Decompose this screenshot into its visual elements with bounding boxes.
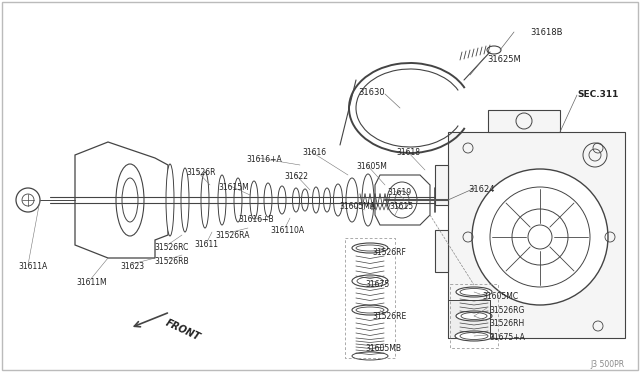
Text: 316110A: 316110A: [270, 226, 304, 235]
Text: 31625M: 31625M: [487, 55, 521, 64]
Text: 31675: 31675: [365, 280, 389, 289]
Text: 31526RE: 31526RE: [372, 312, 406, 321]
Text: 31618: 31618: [396, 148, 420, 157]
Text: 31675+A: 31675+A: [489, 333, 525, 342]
Ellipse shape: [264, 183, 272, 217]
Circle shape: [472, 169, 608, 305]
Text: 31611: 31611: [194, 240, 218, 249]
Ellipse shape: [312, 187, 319, 213]
Ellipse shape: [387, 182, 417, 218]
Ellipse shape: [333, 184, 342, 216]
Text: 31605M: 31605M: [356, 162, 387, 171]
Polygon shape: [435, 230, 448, 272]
Text: FRONT: FRONT: [164, 318, 202, 343]
Ellipse shape: [487, 46, 501, 54]
Ellipse shape: [301, 189, 308, 211]
Ellipse shape: [234, 178, 242, 222]
Text: 31605MA: 31605MA: [339, 202, 375, 211]
Text: 31605MB: 31605MB: [365, 344, 401, 353]
Ellipse shape: [352, 352, 388, 360]
Ellipse shape: [456, 287, 492, 297]
Polygon shape: [448, 132, 625, 338]
Ellipse shape: [352, 243, 388, 253]
Text: 31624: 31624: [468, 185, 495, 194]
Ellipse shape: [166, 164, 174, 236]
Ellipse shape: [292, 188, 300, 212]
Ellipse shape: [181, 168, 189, 232]
Text: 31616+A: 31616+A: [246, 155, 282, 164]
Text: 31619: 31619: [387, 188, 411, 197]
Text: 31526RC: 31526RC: [154, 243, 188, 252]
Text: J3 500PR: J3 500PR: [590, 360, 624, 369]
Text: 31526RH: 31526RH: [489, 319, 524, 328]
Polygon shape: [375, 175, 430, 225]
Ellipse shape: [456, 311, 492, 321]
Text: 31526RA: 31526RA: [215, 231, 250, 240]
Text: 31616+B: 31616+B: [238, 215, 274, 224]
Ellipse shape: [362, 174, 374, 226]
Ellipse shape: [250, 181, 258, 219]
Text: 31611M: 31611M: [76, 278, 107, 287]
Polygon shape: [75, 142, 168, 258]
Text: 31615M: 31615M: [218, 183, 249, 192]
Ellipse shape: [218, 175, 226, 225]
Text: 31526RG: 31526RG: [489, 306, 524, 315]
Text: 31605MC: 31605MC: [482, 292, 518, 301]
Ellipse shape: [352, 275, 388, 287]
Text: 31526RF: 31526RF: [372, 248, 406, 257]
Circle shape: [16, 188, 40, 212]
Text: 31630: 31630: [358, 88, 385, 97]
Ellipse shape: [352, 305, 388, 315]
Text: 31623: 31623: [120, 262, 144, 271]
Ellipse shape: [346, 178, 358, 222]
Ellipse shape: [323, 188, 330, 212]
Text: 31611A: 31611A: [18, 262, 47, 271]
Polygon shape: [435, 165, 448, 205]
Ellipse shape: [201, 172, 209, 228]
Text: SEC.311: SEC.311: [577, 90, 618, 99]
Text: 31615: 31615: [389, 202, 413, 211]
Text: 31616: 31616: [302, 148, 326, 157]
Ellipse shape: [455, 331, 493, 341]
Polygon shape: [448, 300, 490, 338]
Text: 31526R: 31526R: [186, 168, 216, 177]
Ellipse shape: [278, 186, 286, 214]
Polygon shape: [488, 110, 560, 132]
Ellipse shape: [122, 178, 138, 222]
Text: 31526RB: 31526RB: [154, 257, 189, 266]
Ellipse shape: [116, 164, 144, 236]
Text: 31622: 31622: [284, 172, 308, 181]
Text: 31618B: 31618B: [530, 28, 563, 37]
